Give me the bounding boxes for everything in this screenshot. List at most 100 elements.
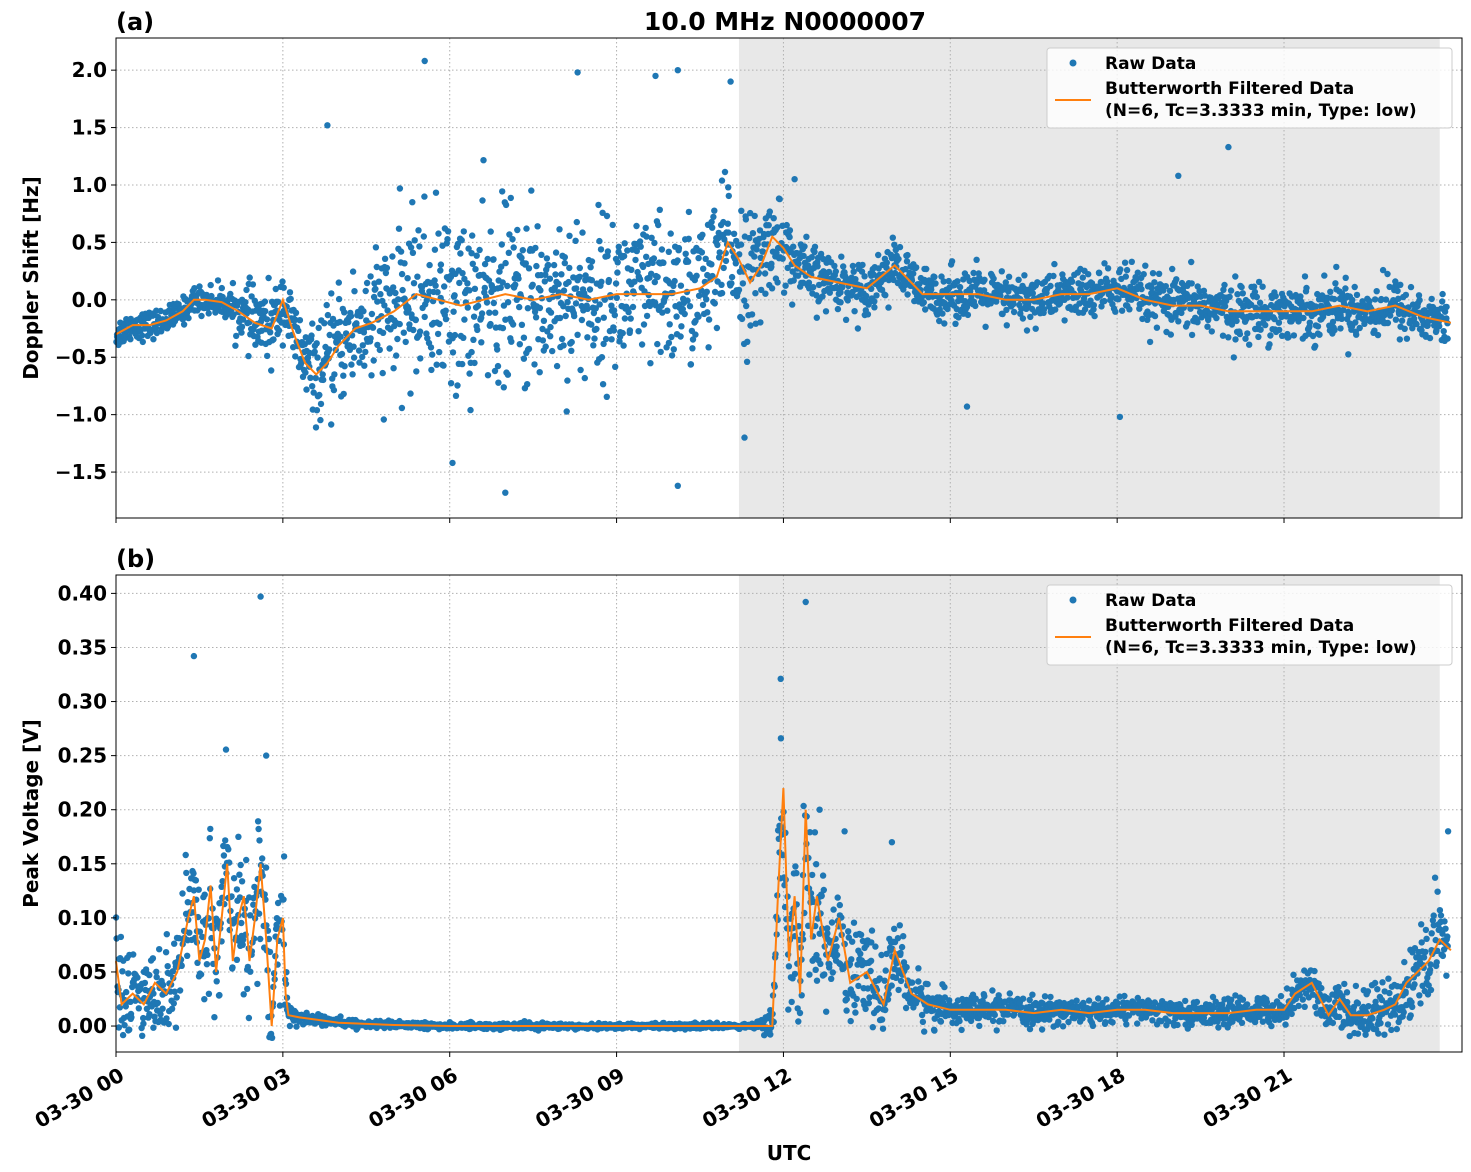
raw-data-point	[1151, 999, 1159, 1006]
raw-data-point	[492, 309, 499, 316]
raw-data-point	[833, 943, 840, 950]
raw-data-point	[168, 1005, 176, 1012]
raw-data-point	[1166, 287, 1174, 294]
raw-data-point	[245, 352, 252, 360]
raw-data-point	[457, 250, 464, 257]
raw-data-point	[1259, 283, 1266, 290]
legend-filtered-label: Butterworth Filtered Data	[1105, 79, 1354, 99]
raw-data-point	[295, 327, 302, 334]
raw-data-point	[1394, 287, 1401, 295]
raw-data-point	[1134, 1020, 1141, 1027]
raw-data-point	[1407, 283, 1415, 291]
raw-data-point	[139, 1032, 146, 1040]
raw-data-point	[813, 977, 821, 984]
raw-data-point	[1134, 994, 1142, 1002]
raw-data-point	[866, 994, 873, 1001]
raw-data-point	[421, 57, 428, 65]
raw-data-point	[139, 338, 146, 346]
raw-data-point	[1382, 296, 1390, 303]
raw-data-point	[262, 864, 270, 871]
raw-data-point	[1059, 1023, 1067, 1030]
raw-data-point	[556, 226, 563, 233]
raw-data-point	[824, 925, 831, 932]
raw-data-point	[485, 277, 493, 284]
raw-data-point	[1173, 276, 1180, 283]
raw-data-point	[998, 268, 1005, 275]
raw-data-point	[1331, 326, 1338, 334]
raw-data-point	[768, 260, 775, 267]
raw-data-point	[1373, 288, 1380, 295]
raw-data-point	[1238, 283, 1245, 291]
raw-data-point	[1426, 334, 1434, 342]
raw-data-point	[964, 311, 972, 319]
raw-data-point	[309, 320, 316, 327]
raw-data-point	[741, 297, 748, 304]
raw-data-point	[416, 243, 423, 250]
raw-data-point	[255, 910, 263, 917]
raw-data-point	[678, 323, 685, 330]
raw-data-point	[267, 329, 274, 336]
raw-data-point	[1288, 1010, 1295, 1018]
raw-data-point	[681, 310, 688, 318]
raw-data-point	[603, 393, 610, 400]
raw-data-point	[292, 353, 299, 360]
raw-data-point	[813, 314, 820, 321]
raw-data-point	[973, 256, 980, 263]
raw-data-point	[675, 244, 683, 252]
raw-data-point	[1398, 317, 1406, 324]
raw-data-point	[684, 297, 691, 304]
raw-data-point	[915, 965, 922, 972]
raw-data-point	[636, 276, 644, 283]
raw-data-point	[163, 1015, 170, 1022]
raw-data-point	[588, 258, 596, 265]
raw-data-point	[1153, 324, 1161, 331]
raw-data-point	[868, 939, 875, 946]
raw-data-point	[127, 998, 134, 1005]
raw-data-point	[452, 392, 460, 399]
raw-data-point	[1303, 284, 1310, 292]
y-axis-label: Doppler Shift [Hz]	[19, 176, 43, 380]
raw-data-point	[539, 337, 547, 344]
raw-data-point	[1214, 1018, 1221, 1025]
raw-data-point	[307, 374, 314, 381]
raw-data-point	[930, 1007, 937, 1014]
raw-data-point	[545, 261, 552, 269]
raw-data-point	[889, 234, 896, 241]
raw-data-point	[981, 993, 988, 1000]
raw-data-point	[616, 338, 623, 345]
raw-data-point	[795, 1018, 802, 1025]
raw-data-point	[744, 338, 751, 345]
raw-data-point	[311, 348, 318, 355]
raw-data-point	[429, 351, 436, 358]
raw-data-point	[1027, 313, 1034, 321]
raw-data-point	[381, 255, 389, 262]
raw-data-point	[393, 352, 400, 359]
raw-data-point	[280, 853, 288, 860]
raw-data-point	[498, 263, 505, 270]
raw-data-point	[1089, 1022, 1097, 1029]
raw-data-point	[813, 861, 820, 868]
raw-data-point	[641, 288, 648, 295]
raw-data-point	[560, 342, 567, 349]
raw-data-point	[891, 925, 898, 932]
raw-data-point	[821, 971, 828, 978]
raw-data-point	[409, 199, 416, 206]
raw-data-point	[197, 971, 205, 978]
raw-data-point	[520, 355, 528, 362]
raw-data-point	[882, 292, 889, 299]
raw-data-point	[119, 968, 126, 975]
raw-data-point	[944, 305, 951, 313]
raw-data-point	[1178, 309, 1185, 317]
raw-data-point	[820, 886, 827, 894]
raw-data-point	[480, 157, 487, 164]
raw-data-point	[370, 293, 378, 301]
raw-data-point	[806, 829, 814, 836]
raw-data-point	[1052, 306, 1059, 313]
raw-data-point	[721, 236, 728, 243]
raw-data-point	[1221, 303, 1229, 310]
raw-data-point	[486, 309, 493, 316]
raw-data-point	[461, 316, 468, 323]
raw-data-point	[747, 322, 754, 329]
raw-data-point	[499, 188, 506, 195]
raw-data-point	[1244, 1001, 1251, 1008]
